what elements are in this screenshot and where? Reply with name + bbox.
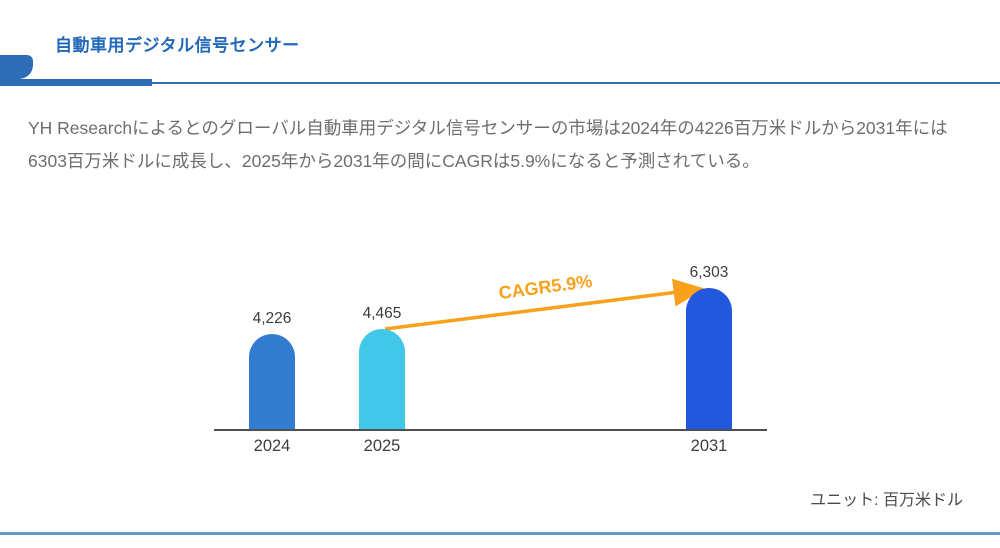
x-axis-line — [214, 429, 767, 431]
market-summary-text: YH Researchによるとのグローバル自動車用デジタル信号センサーの市場は2… — [28, 118, 948, 171]
header-accent-block — [0, 55, 33, 79]
cagr-annotation-label: CAGR5.9% — [497, 270, 594, 304]
x-axis-label-2025: 2025 — [363, 437, 401, 455]
header-accent-bar — [0, 79, 152, 86]
x-axis-label-2024: 2024 — [253, 437, 291, 455]
unit-note: ユニット: 百万米ドル — [810, 492, 963, 509]
bar-value-label-2024: 4,226 — [252, 310, 292, 327]
footer-divider-line — [0, 532, 1000, 535]
header-divider-line — [150, 82, 1000, 84]
bar-2024 — [249, 334, 295, 429]
x-axis-label-2031: 2031 — [690, 437, 728, 455]
bar-value-label-2031: 6,303 — [689, 264, 729, 281]
bar-2025 — [359, 329, 405, 429]
page-title: 自動車用デジタル信号センサー — [55, 36, 300, 55]
bar-2031 — [686, 288, 732, 429]
bar-value-label-2025: 4,465 — [362, 305, 402, 322]
